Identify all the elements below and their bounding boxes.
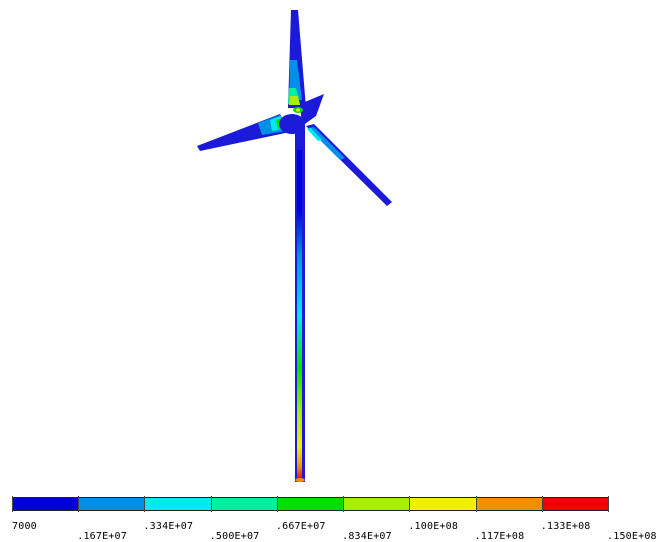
legend-tick-5: [343, 496, 345, 512]
legend-label-7: .117E+08: [474, 531, 525, 542]
tower: [295, 125, 305, 482]
legend-swatch-0: [12, 497, 79, 511]
color-legend: [12, 496, 609, 512]
legend-label-9: .150E+08: [607, 531, 657, 542]
legend-tick-4: [276, 496, 278, 512]
legend-swatch-7: [475, 497, 542, 511]
legend-tick-7: [475, 496, 477, 512]
blade-left: [197, 114, 290, 151]
legend-label-6: .100E+08: [408, 521, 459, 532]
legend-swatch-4: [276, 497, 344, 511]
legend-label-4: .667E+07: [275, 521, 326, 532]
nacelle: [300, 94, 324, 126]
legend-swatch-3: [210, 497, 277, 511]
legend-tick-0: [12, 496, 13, 512]
legend-tick-2: [144, 496, 146, 512]
legend-swatch-2: [144, 497, 211, 511]
legend-label-0: 7000: [12, 521, 37, 532]
hub: [279, 114, 305, 134]
tower-base: [295, 478, 305, 482]
blade-upper: [288, 10, 306, 108]
legend-label-5: .834E+07: [342, 531, 392, 542]
legend-label-8: .133E+08: [540, 521, 591, 532]
tower-stress-band: [297, 150, 302, 480]
legend-swatch-8: [541, 497, 608, 511]
legend-swatch-1: [78, 497, 145, 511]
stress-contour-plot: [197, 10, 392, 482]
legend-swatch-5: [343, 497, 410, 511]
hub-hotspot-core: [296, 108, 300, 112]
legend-label-3: .500E+07: [209, 531, 260, 542]
legend-tick-8: [541, 496, 543, 512]
hub-nacelle: [279, 94, 324, 134]
legend-tick-6: [409, 496, 411, 512]
legend-label-2: .334E+07: [143, 521, 194, 532]
legend-label-1: .167E+07: [77, 531, 127, 542]
blade-right: [306, 124, 392, 206]
legend-tick-9: [608, 496, 609, 512]
legend-tick-1: [78, 496, 80, 512]
legend-tick-3: [210, 496, 212, 512]
legend-swatch-6: [409, 497, 476, 511]
